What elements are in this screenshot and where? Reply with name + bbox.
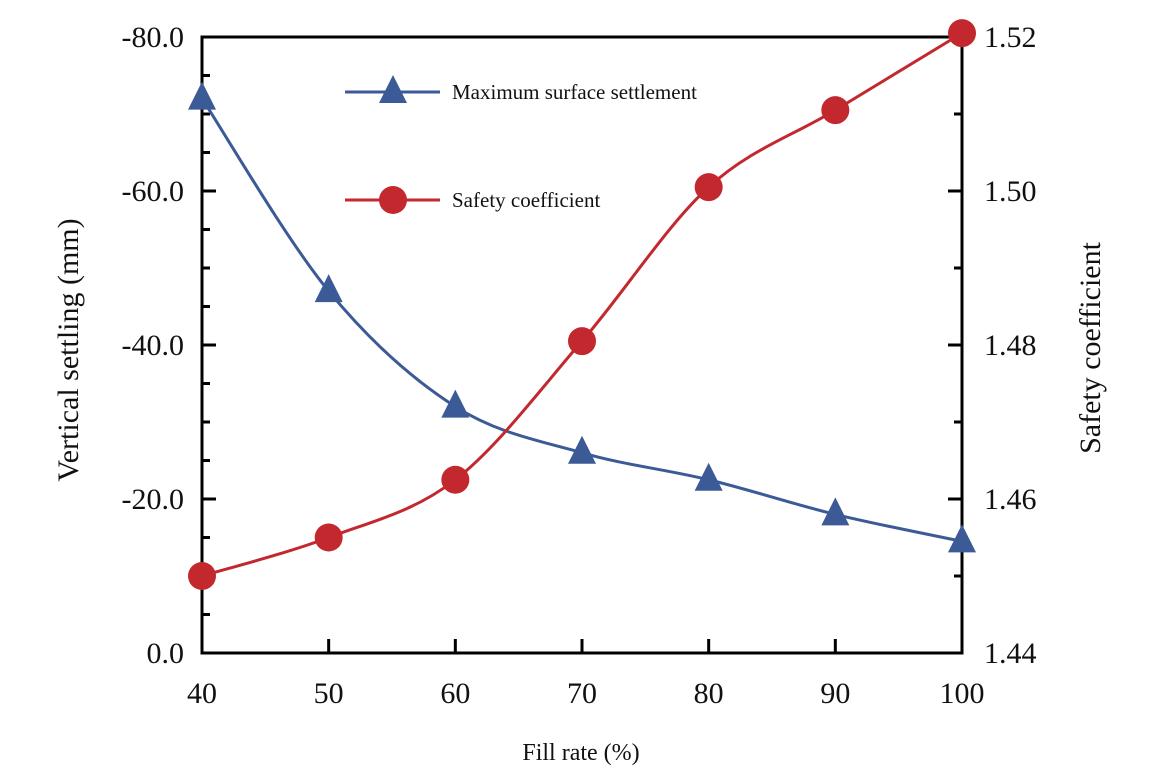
left-tick-label: -40.0 (122, 329, 185, 362)
left-tick-label: -60.0 (122, 175, 185, 208)
legend-marker-circle (379, 186, 407, 214)
right-tick-label: 1.52 (984, 21, 1037, 54)
right-tick-label: 1.48 (984, 329, 1037, 362)
data-point-triangle (314, 274, 343, 303)
series-line (200, 97, 963, 543)
legend-marker-triangle (379, 75, 407, 103)
legend-item-1: Maximum surface settlement (345, 75, 697, 104)
data-point-circle (441, 465, 470, 494)
series-layer (188, 19, 976, 590)
left-axis-title: Vertical settling (mm) (52, 218, 85, 481)
legend: Maximum surface settlement Safety coeffic… (345, 75, 697, 214)
data-point-triangle (821, 497, 850, 526)
series-2 (188, 19, 976, 590)
x-tick-label: 60 (440, 677, 470, 710)
left-tick-label: -80.0 (122, 21, 185, 54)
left-tick-label: -20.0 (122, 483, 185, 516)
right-tick-label: 1.46 (984, 483, 1037, 516)
data-point-circle (821, 96, 850, 125)
x-tick-label: 100 (940, 677, 985, 710)
data-point-triangle (568, 435, 596, 464)
left-tick-label: 0.0 (147, 637, 185, 670)
data-point-circle (948, 19, 976, 48)
right-axis-title: Safety coefficient (1074, 241, 1107, 454)
data-point-triangle (694, 462, 723, 491)
data-point-triangle (188, 81, 216, 110)
x-tick-label: 90 (820, 677, 850, 710)
data-point-circle (188, 562, 216, 590)
series-1 (188, 81, 976, 553)
left-axis-ticks: 0.0 -20.0 -40.0 -60.0 -80.0 (122, 21, 216, 670)
data-point-triangle (441, 389, 470, 418)
x-tick-label: 50 (314, 677, 344, 710)
x-tick-label: 40 (187, 677, 217, 710)
right-tick-label: 1.44 (984, 637, 1037, 670)
legend-item-2: Safety coefficient (345, 186, 600, 214)
legend-label: Maximum surface settlement (452, 80, 697, 104)
data-point-circle (314, 523, 343, 552)
x-tick-label: 70 (567, 677, 597, 710)
x-axis-title: Fill rate (%) (522, 740, 639, 766)
data-point-triangle (948, 524, 976, 553)
legend-label: Safety coefficient (452, 188, 600, 212)
right-axis-ticks: 1.44 1.46 1.48 1.50 1.52 (948, 21, 1037, 670)
data-point-circle (694, 173, 723, 202)
x-axis-ticks: 40 50 60 70 80 90 100 (187, 639, 985, 710)
x-tick-label: 80 (694, 677, 724, 710)
right-tick-label: 1.50 (984, 175, 1037, 208)
data-point-circle (568, 327, 596, 356)
